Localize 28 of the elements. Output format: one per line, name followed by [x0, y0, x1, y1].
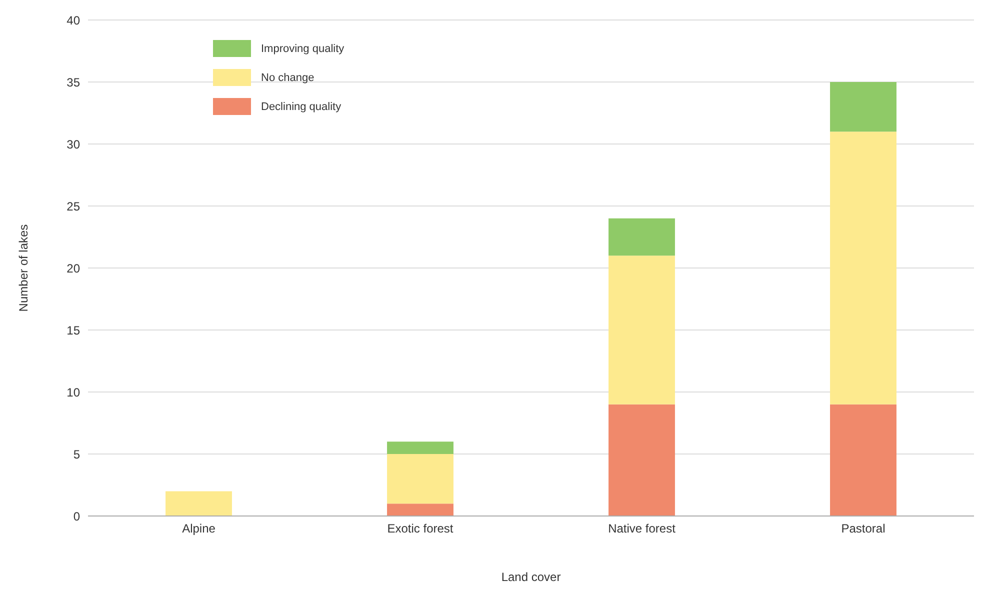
bar	[166, 491, 232, 516]
bar	[608, 404, 675, 516]
x-tick-label: Alpine	[182, 522, 216, 536]
x-axis-title: Land cover	[501, 570, 561, 584]
bar	[608, 218, 675, 256]
y-tick-label: 0	[73, 509, 80, 524]
bar	[608, 256, 675, 404]
bar	[387, 504, 454, 516]
legend-label: Improving quality	[261, 42, 344, 54]
x-tick-label: Native forest	[608, 522, 676, 536]
y-tick-label: 30	[66, 137, 80, 152]
bar	[387, 442, 454, 454]
legend-label: Declining quality	[261, 100, 342, 112]
bar	[830, 404, 896, 516]
y-tick-label: 20	[66, 261, 80, 276]
y-tick-label: 10	[66, 385, 80, 400]
bar	[830, 82, 896, 132]
y-tick-label: 40	[66, 13, 80, 28]
bar	[830, 132, 896, 404]
x-tick-label: Exotic forest	[387, 522, 454, 536]
y-tick-label: 35	[66, 75, 80, 90]
y-tick-label: 15	[66, 323, 80, 338]
y-tick-label: 5	[73, 447, 80, 462]
bar	[387, 454, 454, 504]
y-axis-title: Number of lakes	[16, 224, 30, 312]
x-tick-label: Pastoral	[841, 522, 886, 536]
y-tick-label: 25	[66, 199, 80, 214]
legend-label: No change	[261, 72, 314, 84]
